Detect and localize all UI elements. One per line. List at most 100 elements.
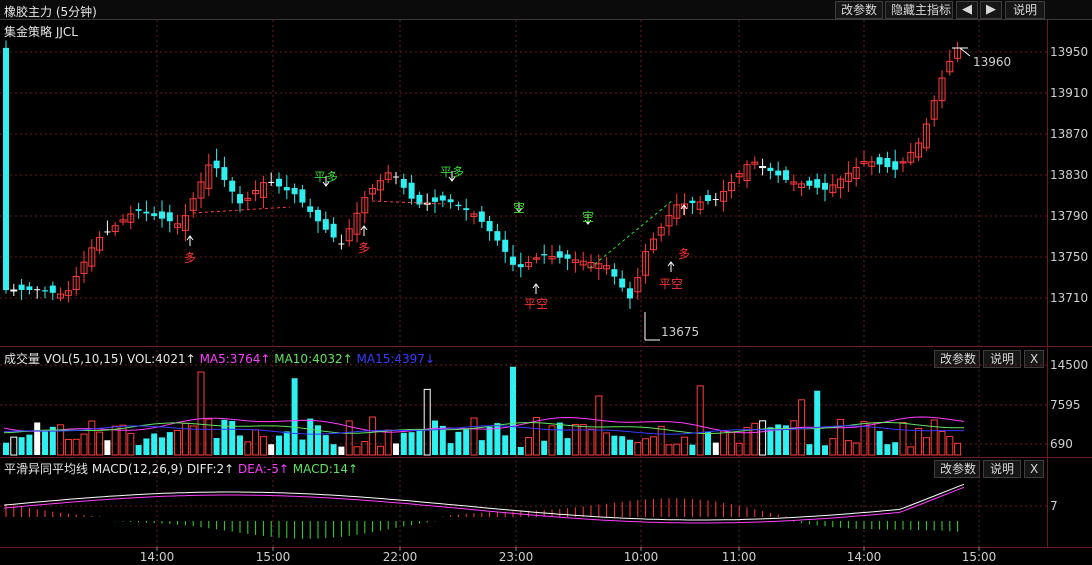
candle-body [814,179,821,188]
volume-bar [463,429,470,455]
volume-bar [502,435,509,455]
hide-main-indicator-button[interactable]: 隐藏主指标 [885,1,953,19]
candle-body [915,142,923,158]
signal-arrow-head-icon [584,219,592,225]
params-button[interactable]: 改参数 [835,1,883,19]
prev-arrow-icon[interactable]: ◀ [956,1,978,19]
next-arrow-icon[interactable]: ▶ [980,1,1002,19]
volume-bar [345,420,353,456]
volume-bar [681,436,689,456]
macd-params-button[interactable]: 改参数 [934,460,980,478]
time-label: 14:00 [847,550,882,564]
volume-bar [767,427,774,455]
candle-body [844,172,852,182]
candle-body [400,178,407,188]
volume-bar [322,435,329,455]
candle-body [26,286,33,290]
time-label: 11:00 [722,550,757,564]
volume-bar [455,431,462,455]
window-title: 橡胶主力 (5分钟) [4,5,97,19]
time-label: 15:00 [962,550,997,564]
volume-help-button[interactable]: 说明 [983,350,1021,368]
time-label: 15:00 [256,550,291,564]
volume-bar [315,425,321,455]
candle-body [369,188,377,195]
low-price-label: 13675 [661,325,699,339]
candle-body [244,197,252,201]
volume-bar [844,440,852,456]
volume-bar [735,442,743,456]
candle-body [205,164,213,189]
volume-bar [276,435,282,455]
candle-body [315,209,321,222]
y-tick-label: 13750 [1050,250,1088,264]
volume-y-tick: 7595 [1050,398,1081,412]
volume-bar [806,444,813,455]
candle-body [111,225,119,233]
volume-bar [111,425,119,456]
volume-bar [10,436,18,456]
volume-bar [954,442,962,456]
volume-bar [432,420,438,455]
candle-body [470,213,478,217]
candle-body [213,160,220,169]
candle-body [649,238,657,251]
help-button[interactable]: 说明 [1005,1,1045,19]
candle-body [876,157,883,165]
volume-bar [892,442,899,455]
volume-header: 成交量 VOL(5,10,15) VOL:4021↑ MA5:3764↑ MA1… [4,350,435,367]
candle-body [884,158,891,168]
candle-body [829,184,837,194]
volume-bar [743,426,751,456]
candle-body [627,288,633,299]
volume-bar [205,418,213,456]
candle-body [657,226,665,236]
volume-bar [376,445,384,456]
candle-body [439,195,446,201]
volume-bar [361,441,369,456]
volume-bar [915,427,923,456]
volume-bar [494,423,501,455]
signal-arrow-head-icon [532,283,540,289]
volume-bar [369,416,377,456]
volume-bar [712,442,719,455]
volume-bar [517,446,524,455]
candle-body [189,198,197,211]
macd-header: 平滑异同平均线 MACD(12,26,9) DIFF:2↑ DEA:-5↑ MA… [4,460,358,477]
volume-params-button[interactable]: 改参数 [934,350,980,368]
candle-body [486,220,493,232]
volume-bar [884,444,891,455]
y-tick-label: 13790 [1050,209,1088,223]
macd-indicator: MACD(12,26,9) [91,462,183,476]
volume-bar [579,424,587,456]
y-tick-label: 13910 [1050,86,1088,100]
candle-body [80,261,88,274]
volume-bar [814,390,821,455]
volume-close-icon[interactable]: X [1024,350,1044,368]
macd-help-button[interactable]: 说明 [983,460,1021,478]
candle-body [727,182,735,192]
candle-body [393,176,399,178]
candle-body [57,293,65,299]
volume-ma5: MA5:3764↑ [199,352,271,366]
volume-bar [868,422,876,456]
volume-bar [696,385,704,456]
candle-body [299,189,306,203]
candle-body [907,151,915,163]
volume-bar [705,431,711,455]
candle-body [135,209,142,211]
candle-body [221,167,228,180]
candle-body [564,254,571,259]
time-label: 23:00 [499,550,534,564]
candle-body [595,263,603,269]
signal-arrow-head-icon [186,235,194,241]
candle-body [852,166,860,179]
volume-y-tick: 14500 [1050,358,1088,372]
volume-name: 成交量 [4,352,41,366]
candle-body [930,100,938,120]
candle-body [291,187,298,195]
macd-close-icon[interactable]: X [1024,460,1044,478]
volume-bar [876,430,883,455]
candle-body [408,182,415,199]
